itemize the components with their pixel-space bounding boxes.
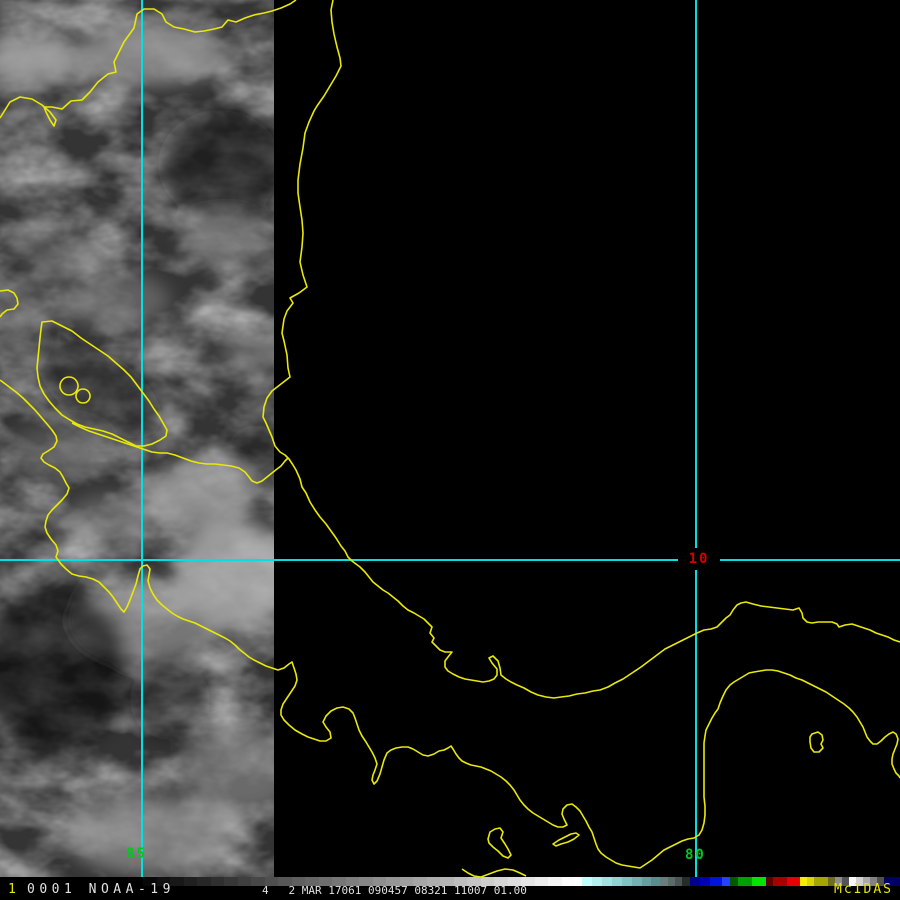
colorbar-segment	[800, 877, 808, 886]
colorbar-segment	[291, 877, 306, 886]
colorbar-segment	[828, 877, 836, 886]
map-path-honduras-nicaragua-border	[0, 0, 297, 127]
colorbar-segment	[602, 877, 613, 886]
colorbar-segment	[700, 877, 711, 886]
colorbar-segment	[480, 877, 495, 886]
colorbar-segment	[386, 877, 400, 886]
colorbar-segment	[318, 877, 333, 886]
colorbar-segment	[561, 877, 576, 886]
colorbar-segment	[440, 877, 454, 886]
colorbar-segment	[372, 877, 387, 886]
colorbar-segment	[467, 877, 481, 886]
image-time-text: 4 2 MAR 17061 090457 08321 11007 01.00	[262, 884, 527, 897]
colorbar-segment	[773, 877, 788, 886]
colorbar-segment	[849, 877, 857, 886]
colorbar-segment	[359, 877, 373, 886]
colorbar-segment	[807, 877, 815, 886]
colorbar-segment	[787, 877, 801, 886]
colorbar-segment	[690, 877, 701, 886]
map-path-caribbean-coast	[262, 0, 900, 699]
colorbar-segment	[399, 877, 414, 886]
colorbar-segment	[675, 877, 683, 886]
colorbar-segment	[870, 877, 878, 886]
image-id-text: 0001 NOAA-19	[27, 882, 175, 897]
colorbar-segment	[863, 877, 871, 886]
colorbar-segment	[612, 877, 623, 886]
colorbar-segment	[453, 877, 468, 886]
colorbar-segment	[507, 877, 522, 886]
map-path-isla-del-rey	[809, 731, 824, 753]
colorbar-segment	[766, 877, 774, 886]
mcidas-brand-label: McIDAS	[834, 882, 893, 897]
colorbar-segment	[197, 877, 211, 886]
map-path-fonseca-islet	[0, 289, 19, 318]
map-path-coastal-islets	[461, 868, 527, 877]
colorbar-segment	[856, 877, 864, 886]
colorbar-segment	[345, 877, 360, 886]
colorbar-segment	[592, 877, 603, 886]
colorbar-segment	[710, 877, 723, 886]
colorbar-segment	[682, 877, 691, 886]
cloud-masses	[0, 25, 274, 875]
colorbar-segment	[660, 877, 669, 886]
map-path-sanjuan-border	[71, 422, 289, 484]
colorbar-segment	[305, 877, 319, 886]
map-path-coiba-island	[487, 827, 512, 859]
map-path-ometepe-island	[59, 376, 91, 404]
colorbar-segment	[752, 877, 767, 886]
colorbar-segment	[738, 877, 753, 886]
colorbar-segment	[668, 877, 676, 886]
colorbar-segment	[494, 877, 508, 886]
colorbar-segment	[632, 877, 643, 886]
satellite-image-strip	[0, 0, 274, 877]
colorbar-segment	[251, 877, 265, 886]
map-outlines	[0, 0, 900, 877]
colorbar-segment	[521, 877, 535, 886]
status-bar: 1 0001 NOAA-19 4 2 MAR 17061 090457 0832…	[0, 877, 900, 900]
colorbar-segment	[884, 877, 900, 886]
colorbar-segment	[183, 877, 198, 886]
colorbar-segment	[730, 877, 739, 886]
colorbar-segment	[575, 877, 583, 886]
colorbar-segment	[582, 877, 593, 886]
colorbar-segment	[413, 877, 427, 886]
colorbar-segment	[842, 877, 850, 886]
colorbar-segment	[877, 877, 885, 886]
colorbar-segment	[548, 877, 562, 886]
colorbar-segment	[835, 877, 843, 886]
map-path-lake-nicaragua	[36, 320, 168, 447]
colorbar-segment	[264, 877, 279, 886]
colorbar-segment	[143, 877, 157, 886]
map-path-pacific-coast	[0, 379, 900, 869]
colorbar-segment	[426, 877, 441, 886]
map-path-cebaco-island	[552, 832, 580, 847]
frame-number: 1	[8, 882, 21, 897]
colorbar-segment	[278, 877, 292, 886]
colorbar-segment	[170, 877, 184, 886]
colorbar-segment	[622, 877, 633, 886]
colorbar-segment	[156, 877, 171, 886]
colorbar-segment	[642, 877, 652, 886]
colorbar-segment	[651, 877, 661, 886]
colorbar-segment	[237, 877, 252, 886]
colorbar-segment	[722, 877, 731, 886]
colorbar-segment	[332, 877, 346, 886]
colorbar-segment	[534, 877, 549, 886]
colorbar-segment	[224, 877, 238, 886]
colorbar-segment	[814, 877, 829, 886]
colorbar-segment	[210, 877, 225, 886]
